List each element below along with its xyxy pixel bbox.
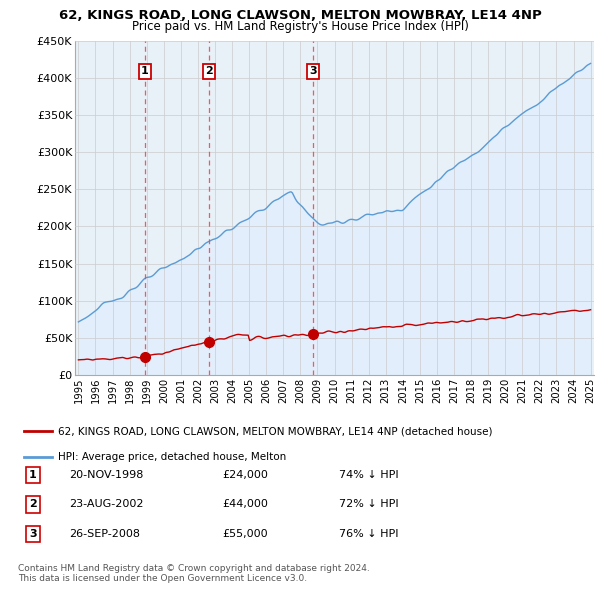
Text: Price paid vs. HM Land Registry's House Price Index (HPI): Price paid vs. HM Land Registry's House … bbox=[131, 20, 469, 33]
Bar bbox=[145, 41, 209, 375]
Text: 62, KINGS ROAD, LONG CLAWSON, MELTON MOWBRAY, LE14 4NP (detached house): 62, KINGS ROAD, LONG CLAWSON, MELTON MOW… bbox=[58, 427, 493, 437]
Text: 20-NOV-1998: 20-NOV-1998 bbox=[69, 470, 143, 480]
Text: £24,000: £24,000 bbox=[222, 470, 268, 480]
Text: 26-SEP-2008: 26-SEP-2008 bbox=[69, 529, 140, 539]
Text: 72% ↓ HPI: 72% ↓ HPI bbox=[339, 500, 398, 509]
Text: 3: 3 bbox=[29, 529, 37, 539]
Text: 1: 1 bbox=[141, 66, 149, 76]
Text: 1: 1 bbox=[29, 470, 37, 480]
Text: £55,000: £55,000 bbox=[222, 529, 268, 539]
Text: HPI: Average price, detached house, Melton: HPI: Average price, detached house, Melt… bbox=[58, 451, 286, 461]
Text: 74% ↓ HPI: 74% ↓ HPI bbox=[339, 470, 398, 480]
Bar bbox=[313, 41, 599, 375]
Text: 23-AUG-2002: 23-AUG-2002 bbox=[69, 500, 143, 509]
Text: Contains HM Land Registry data © Crown copyright and database right 2024.
This d: Contains HM Land Registry data © Crown c… bbox=[18, 563, 370, 583]
Text: 62, KINGS ROAD, LONG CLAWSON, MELTON MOWBRAY, LE14 4NP: 62, KINGS ROAD, LONG CLAWSON, MELTON MOW… bbox=[59, 9, 541, 22]
Text: 76% ↓ HPI: 76% ↓ HPI bbox=[339, 529, 398, 539]
Bar bbox=[70, 41, 145, 375]
Text: 2: 2 bbox=[29, 500, 37, 509]
Bar bbox=[209, 41, 313, 375]
Text: £44,000: £44,000 bbox=[222, 500, 268, 509]
Text: 2: 2 bbox=[205, 66, 213, 76]
Text: 3: 3 bbox=[309, 66, 317, 76]
